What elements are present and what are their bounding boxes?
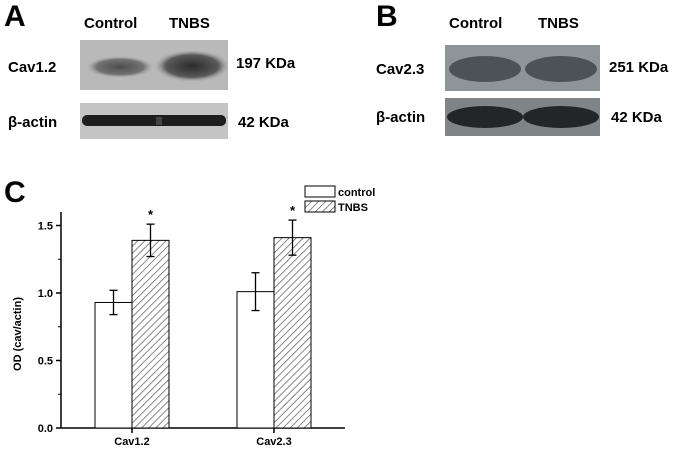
panel-b-protein-actin: β-actin [376, 109, 426, 126]
western-blot-actin-b [445, 98, 600, 136]
y-tick-label: 1.0 [38, 288, 53, 300]
western-blot-cav12 [80, 40, 228, 90]
panel-a-protein-cav12: Cav1.2 [8, 59, 57, 76]
od-bar-chart: 0.0 0.5 1.0 1.5 OD (cav/actin) Cav1.2 * Cav2.3 *… [12, 185, 375, 448]
panel-b-lane-tnbs: TNBS [538, 15, 579, 32]
x-tick-label-cav12: Cav1.2 [114, 436, 149, 448]
y-tick-label: 0.5 [38, 356, 53, 368]
panel-b-letter: B [376, 0, 398, 33]
legend-label-tnbs: TNBS [338, 202, 368, 214]
panel-a-lane-tnbs: TNBS [169, 15, 210, 32]
panel-a-size-cav12: 197 KDa [236, 55, 296, 72]
significance-marker: * [290, 203, 296, 218]
panel-a-size-actin: 42 KDa [238, 114, 289, 131]
panel-a-letter: A [4, 0, 26, 33]
panel-a-protein-actin: β-actin [8, 114, 58, 131]
panel-a-lane-control: Control [84, 15, 138, 32]
legend-swatch-control [304, 185, 336, 198]
bar-control-cav12 [94, 301, 133, 429]
bar-tnbs-cav12 [131, 239, 170, 429]
western-blot-cav23 [445, 45, 600, 91]
bar-tnbs-cav23 [273, 237, 312, 429]
y-tick-label: 0.0 [38, 423, 53, 435]
panel-b-size-cav23: 251 KDa [609, 59, 669, 76]
y-axis-label: OD (cav/actin) [12, 297, 24, 371]
legend-label-control: control [338, 187, 375, 199]
legend-swatch-tnbs [304, 200, 336, 213]
western-blot-actin-a [80, 103, 228, 139]
panel-b-protein-cav23: Cav2.3 [376, 61, 425, 78]
panel-c-letter: C [4, 176, 26, 209]
x-tick-label-cav23: Cav2.3 [256, 436, 291, 448]
significance-marker: * [148, 207, 154, 222]
panel-b-lane-control: Control [449, 15, 503, 32]
bar-control-cav23 [236, 291, 275, 429]
panel-b-size-actin: 42 KDa [611, 109, 662, 126]
y-tick-label: 1.5 [38, 221, 53, 233]
